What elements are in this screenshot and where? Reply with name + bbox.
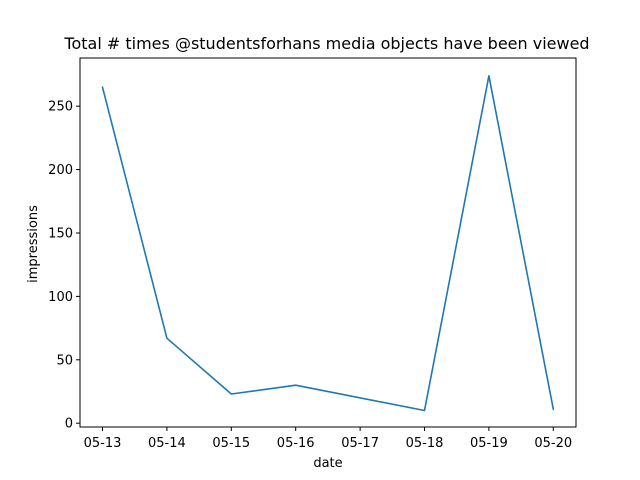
x-tick-label: 05-19 (470, 436, 508, 451)
plot-frame (79, 57, 577, 428)
y-tick-label: 250 (48, 100, 73, 115)
chart-title: Total # times @studentsforhans media obj… (63, 34, 589, 53)
x-tick-label: 05-13 (84, 436, 122, 451)
x-tick-label: 05-17 (341, 436, 379, 451)
y-tick-label: 0 (65, 417, 73, 432)
x-tick-label: 05-20 (534, 436, 572, 451)
x-tick-label: 05-15 (212, 436, 250, 451)
y-tick-label: 50 (56, 353, 73, 368)
series-line (101, 75, 555, 412)
x-tick-label: 05-14 (148, 436, 186, 451)
y-axis-label: impressions (26, 205, 41, 283)
y-axis: 0 50 100 150 200 250 (48, 100, 80, 432)
y-tick-label: 200 (48, 163, 73, 178)
x-tick-label: 05-18 (406, 436, 444, 451)
y-tick-label: 150 (48, 226, 73, 241)
x-axis: 05-13 05-14 05-15 05-16 05-17 05-18 05-19 05-20 (84, 427, 572, 451)
x-axis-label: date (313, 456, 342, 471)
x-tick-label: 05-16 (277, 436, 315, 451)
y-tick-label: 100 (48, 290, 73, 305)
